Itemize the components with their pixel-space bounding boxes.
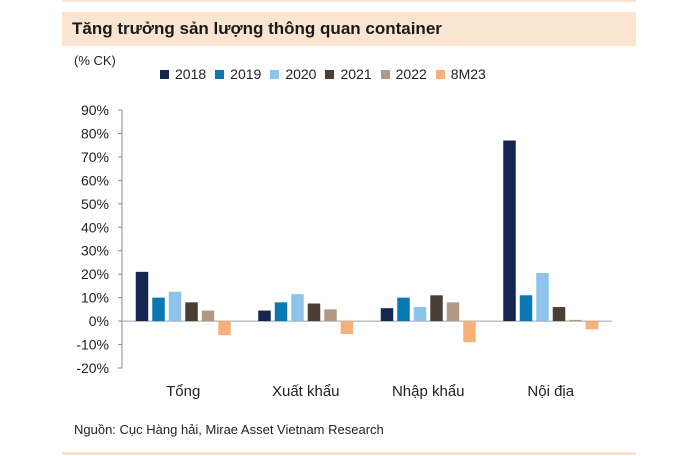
y-tick-label: 0% bbox=[89, 313, 109, 329]
top-border bbox=[62, 0, 636, 2]
bar bbox=[585, 321, 599, 330]
bar bbox=[135, 271, 149, 322]
y-tick-label: 60% bbox=[81, 172, 109, 188]
legend-swatch bbox=[270, 69, 280, 79]
bar bbox=[413, 307, 427, 322]
bar bbox=[218, 321, 231, 336]
bar bbox=[340, 321, 354, 334]
y-tick-label: 30% bbox=[81, 243, 109, 259]
bar bbox=[463, 321, 476, 343]
bar bbox=[168, 291, 182, 322]
chart-legend: 2018 2019 2020 2021 2022 8M23 bbox=[160, 64, 486, 84]
bar bbox=[201, 310, 215, 322]
bar bbox=[569, 319, 582, 322]
title-bar: Tăng trưởng sản lượng thông quan contain… bbox=[62, 12, 636, 46]
legend-swatch bbox=[380, 69, 390, 79]
source-note: Nguồn: Cục Hàng hải, Mirae Asset Vietnam… bbox=[74, 422, 384, 437]
y-tick-label: 40% bbox=[81, 219, 109, 235]
bottom-border bbox=[62, 452, 636, 455]
bar bbox=[380, 308, 394, 322]
legend-item: 2020 bbox=[270, 66, 316, 82]
y-axis-unit-label: (% CK) bbox=[74, 53, 116, 68]
y-tick-label: 70% bbox=[81, 149, 109, 165]
legend-item: 2022 bbox=[380, 66, 427, 82]
legend-label: 8M23 bbox=[450, 66, 486, 82]
bar bbox=[324, 309, 337, 322]
legend-swatch bbox=[435, 69, 445, 79]
bar bbox=[258, 310, 271, 322]
y-tick-label: 50% bbox=[81, 196, 109, 212]
legend-label: 2021 bbox=[340, 66, 372, 82]
legend-item: 2018 bbox=[160, 66, 206, 82]
y-tick-label: 20% bbox=[81, 266, 109, 282]
chart-title: Tăng trưởng sản lượng thông quan contain… bbox=[72, 19, 442, 38]
y-tick-label: -10% bbox=[76, 337, 109, 353]
bar bbox=[446, 302, 460, 322]
bar bbox=[152, 297, 165, 322]
bar bbox=[274, 302, 288, 322]
x-category-label: Tổng bbox=[166, 383, 200, 400]
y-tick-label: 90% bbox=[81, 102, 109, 118]
bar bbox=[536, 273, 549, 322]
legend-swatch bbox=[215, 69, 225, 79]
legend-item: 8M23 bbox=[435, 66, 486, 82]
x-category-label: Nhập khẩu bbox=[392, 383, 465, 400]
bar bbox=[185, 302, 198, 322]
x-category-label: Xuất khẩu bbox=[272, 383, 340, 400]
bar bbox=[503, 140, 516, 322]
bar bbox=[519, 295, 533, 322]
legend-label: 2018 bbox=[175, 66, 207, 82]
legend-label: 2022 bbox=[395, 66, 427, 82]
bar bbox=[307, 303, 321, 322]
legend-swatch bbox=[325, 69, 335, 79]
y-tick-label: -20% bbox=[76, 360, 109, 376]
bar bbox=[397, 297, 410, 322]
y-tick-label: 80% bbox=[81, 125, 109, 141]
bar bbox=[552, 307, 566, 322]
legend-label: 2020 bbox=[285, 66, 317, 82]
legend-item: 2021 bbox=[325, 66, 372, 82]
x-category-label: Nội địa bbox=[527, 383, 574, 400]
legend-label: 2019 bbox=[230, 66, 262, 82]
legend-swatch bbox=[160, 69, 169, 79]
y-tick-label: 10% bbox=[81, 290, 109, 306]
bar bbox=[291, 294, 304, 322]
bar bbox=[430, 295, 443, 322]
legend-item: 2019 bbox=[215, 66, 261, 82]
